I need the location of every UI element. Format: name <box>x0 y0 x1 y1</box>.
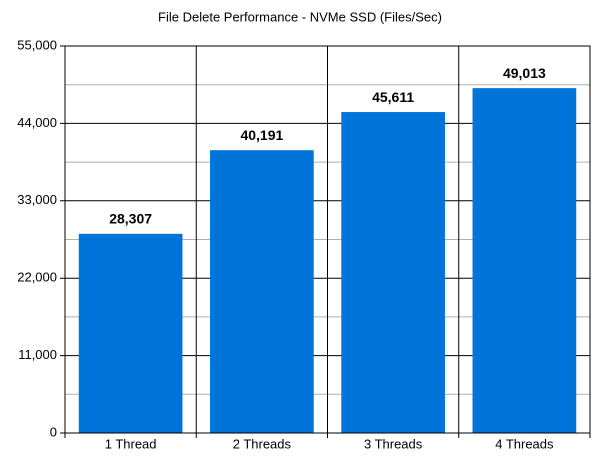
bar <box>341 112 445 433</box>
y-tick-label: 33,000 <box>17 192 57 207</box>
x-tick-label: 1 Thread <box>105 436 157 451</box>
y-tick-label: 44,000 <box>17 115 57 130</box>
value-label: 40,191 <box>240 127 283 143</box>
y-tick-label: 11,000 <box>18 347 57 362</box>
x-tick-label: 4 Threads <box>495 436 554 451</box>
y-tick-label: 0 <box>50 424 57 439</box>
x-tick-label: 2 Threads <box>233 436 292 451</box>
bar <box>472 88 577 433</box>
value-label: 45,611 <box>372 89 414 105</box>
value-label: 28,307 <box>109 211 152 227</box>
plot-frame <box>64 45 591 434</box>
x-tick-label: 3 Threads <box>364 436 423 451</box>
chart-title: File Delete Performance - NVMe SSD (File… <box>158 9 442 24</box>
value-label: 49,013 <box>503 65 546 81</box>
bar <box>78 233 183 433</box>
y-tick-label: 22,000 <box>17 270 57 285</box>
bar <box>210 150 314 433</box>
y-tick-label: 55,000 <box>17 37 57 52</box>
